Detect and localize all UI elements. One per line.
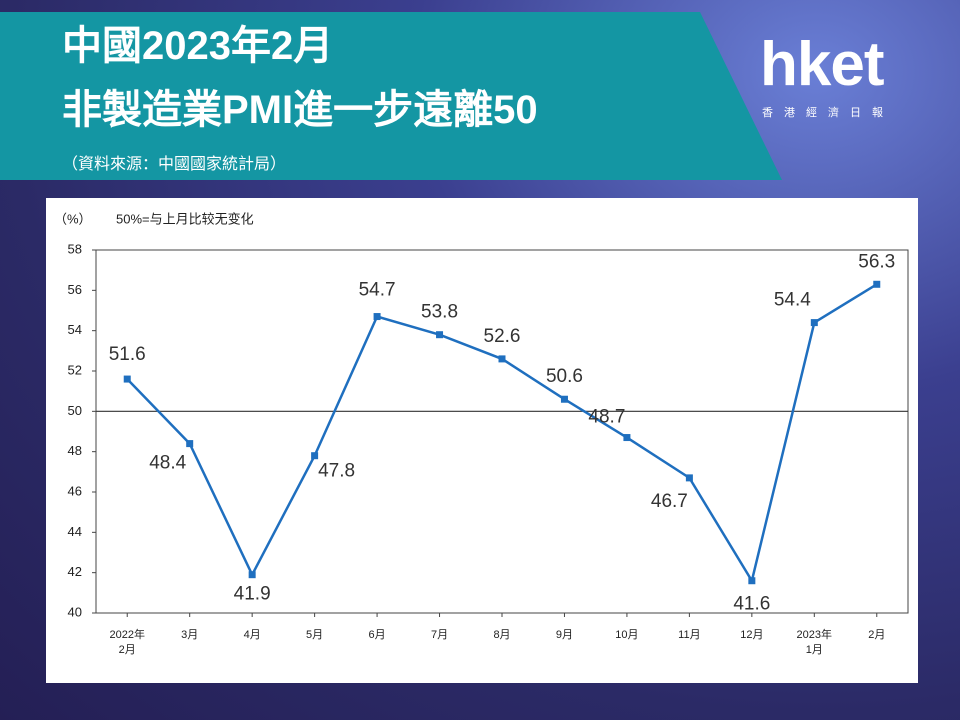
marker <box>186 440 194 448</box>
data-label: 46.7 <box>651 491 688 512</box>
x-tick-label: 6月 <box>368 629 386 641</box>
x-tick-label: 2022年 2月 <box>109 629 145 656</box>
data-label: 54.7 <box>359 280 396 301</box>
source: （資料來源：中國國家統計局） <box>62 156 287 173</box>
marker <box>311 452 319 460</box>
marker <box>373 313 381 321</box>
marker <box>873 280 881 288</box>
y-unit: （%） <box>54 211 92 226</box>
x-tick-label: 10月 <box>615 629 639 641</box>
data-label: 51.6 <box>109 344 146 365</box>
title-line: 中國2023年2月 <box>62 24 334 68</box>
y-tick-label: 46 <box>68 483 82 498</box>
y-tick-label: 58 <box>68 241 82 256</box>
chart-panel: （%） 50%=与上月比较无变化 40 42 44 46 48 50 52 54 56 58 51.… <box>46 198 918 683</box>
x-tick-label: 2月 <box>868 629 886 641</box>
y-tick-label: 48 <box>68 443 82 458</box>
header-shape <box>0 12 782 180</box>
x-tick-label: 5月 <box>306 629 324 641</box>
logo-tagline: 香 港 經 濟 日 報 <box>762 107 883 119</box>
x-tick-label: 11月 <box>678 629 701 641</box>
annotation: 50%=与上月比较无变化 <box>116 211 254 226</box>
y-tick-label: 54 <box>68 322 82 337</box>
data-label: 48.4 <box>149 453 186 474</box>
y-tick-label: 50 <box>68 403 82 418</box>
x-tick-label: 3月 <box>181 629 199 641</box>
y-tick-label: 44 <box>68 524 82 539</box>
marker <box>436 331 444 339</box>
y-tick-label: 56 <box>68 282 82 297</box>
data-label: 50.6 <box>546 366 583 387</box>
data-label: 41.9 <box>234 584 271 605</box>
data-label: 52.6 <box>484 326 521 347</box>
logo: hket <box>760 30 884 99</box>
data-label: 53.8 <box>421 302 458 323</box>
marker <box>810 319 818 327</box>
title-line: 非製造業PMI進一步遠離50 <box>62 88 538 132</box>
header-band <box>0 12 782 180</box>
data-label: 47.8 <box>318 461 355 482</box>
marker <box>248 571 256 579</box>
x-tick-label: 2023年 1月 <box>796 629 833 656</box>
x-tick-label: 12月 <box>740 629 764 641</box>
x-tick-label: 7月 <box>430 629 449 641</box>
x-tick-label: 8月 <box>493 629 511 641</box>
data-label: 56.3 <box>858 251 895 272</box>
marker <box>560 395 568 403</box>
data-label: 54.4 <box>774 290 811 311</box>
x-tick-label: 9月 <box>555 629 574 641</box>
y-tick-label: 42 <box>68 564 82 579</box>
y-tick-label: 52 <box>68 362 82 377</box>
marker <box>748 577 756 585</box>
data-label: 41.6 <box>733 594 770 615</box>
data-label: 48.7 <box>588 407 625 428</box>
y-tick-label: 40 <box>68 604 82 619</box>
marker <box>623 434 631 442</box>
x-tick-label: 4月 <box>243 629 261 641</box>
marker <box>498 355 506 363</box>
chart: （%） 50%=与上月比较无变化 40 42 44 46 48 50 52 54 56 58 51.… <box>54 211 909 619</box>
marker <box>685 474 693 482</box>
marker <box>123 375 131 383</box>
